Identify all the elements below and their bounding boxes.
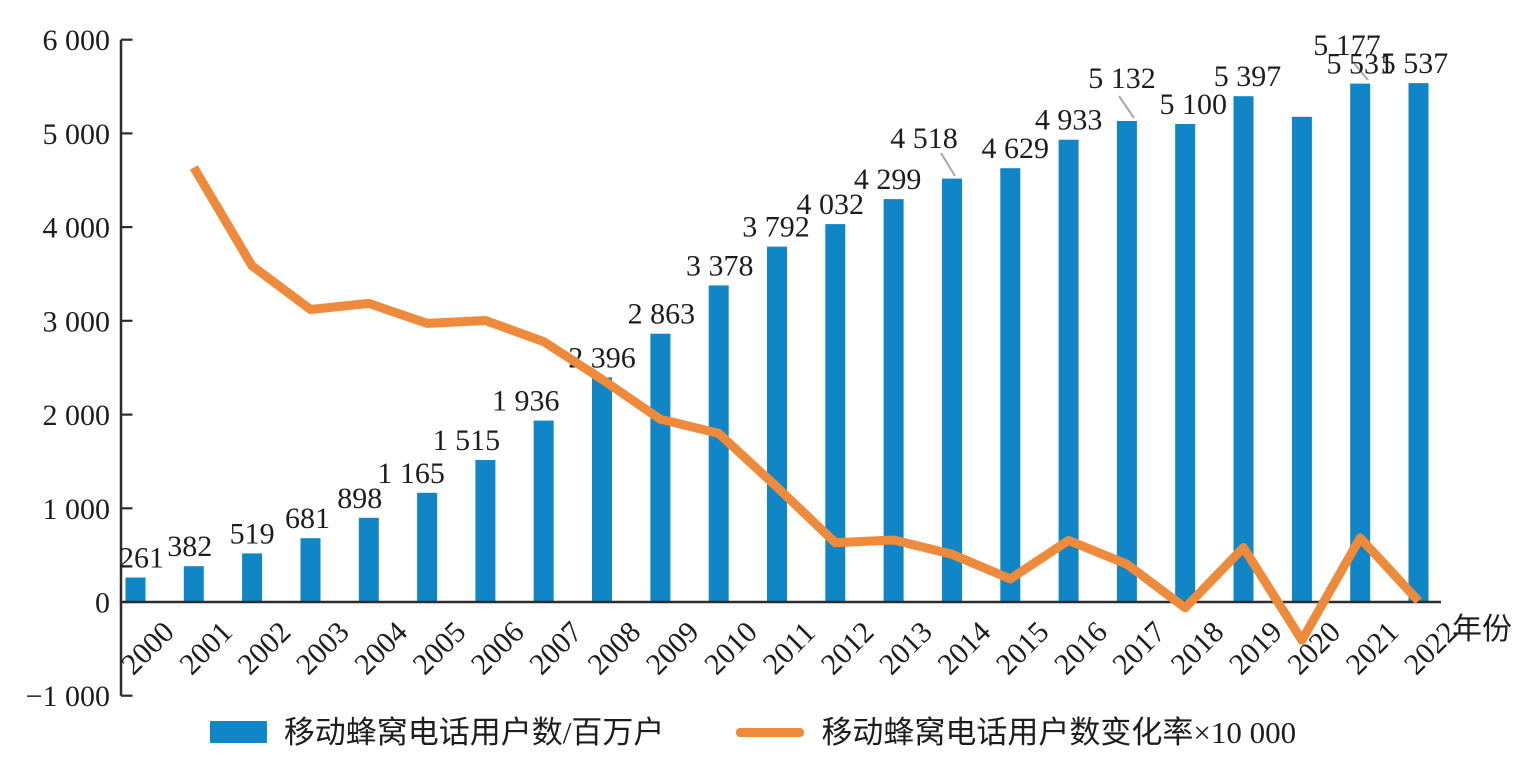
bar-value-label-2020: 5 177 (1313, 29, 1381, 62)
y-axis-tick-label-4000: 4 000 (43, 212, 111, 245)
legend-item-change-rate: 移动蜂窝电话用户数变化率×10 000 (736, 717, 1296, 748)
x-axis-tick-label-2011: 2011 (757, 616, 822, 681)
bar-value-label-2015: 4 629 (982, 132, 1050, 165)
bar-value-label-2001: 382 (167, 530, 212, 563)
bar-2008 (592, 377, 612, 602)
y-axis-tick-label--1000: −1 000 (26, 680, 110, 713)
bar-2013 (883, 199, 904, 602)
x-axis-tick-label-2018: 2018 (1165, 615, 1231, 681)
legend-label-subscribers: 移动蜂窝电话用户数/百万户 (283, 714, 665, 750)
x-axis-tick-label-2019: 2019 (1223, 615, 1289, 681)
x-axis-tick-label-2004: 2004 (348, 615, 414, 681)
x-axis-tick-label-2007: 2007 (523, 615, 589, 681)
bar-2019 (1233, 96, 1254, 602)
x-axis-title: 年份 (1452, 613, 1512, 646)
y-axis-tick-labels: 6 000 5 000 4 000 3 000 2 000 1 000 0 −1 000 (26, 24, 110, 713)
bar-value-label-2007: 1 936 (492, 385, 560, 418)
y-axis-tick-label-1000: 1 000 (43, 493, 111, 526)
bar-2000 (125, 577, 146, 602)
bar-value-label-2008: 2 396 (568, 341, 636, 374)
bar-value-label-2012: 4 032 (797, 188, 865, 221)
leader-line-2014 (940, 152, 956, 177)
bar-2002 (242, 553, 263, 602)
bar-value-label-2017: 5 132 (1088, 62, 1156, 95)
x-axis-tick-label-2000: 2000 (115, 615, 181, 681)
x-axis-tick-label-2003: 2003 (290, 615, 356, 681)
bar-value-label-2014: 4 518 (890, 122, 958, 155)
bar-2003 (300, 538, 321, 602)
label-leader-lines (940, 60, 1369, 177)
bar-2004 (358, 517, 379, 602)
x-axis-tick-label-2005: 2005 (407, 615, 473, 681)
bar-2006 (475, 460, 496, 602)
bar-value-label-2011: 3 792 (742, 211, 810, 244)
bar-value-label-2016: 4 933 (1035, 104, 1103, 137)
bar-2010 (708, 285, 729, 602)
x-axis-tick-labels: 2000200120022003200420052006200720082009… (115, 615, 1464, 681)
bar-2001 (183, 566, 204, 602)
bar-value-label-2003: 681 (285, 502, 330, 535)
bar-2020 (1291, 116, 1312, 603)
bar-2018 (1175, 124, 1196, 602)
bar-2005 (417, 492, 438, 602)
legend-line-swatch (736, 727, 805, 737)
bar-value-label-2019: 5 397 (1214, 60, 1282, 93)
bar-2016 (1058, 139, 1079, 602)
y-axis-tick-label-5000: 5 000 (43, 118, 111, 151)
leader-line-2020 (1351, 60, 1369, 81)
bar-2012 (825, 224, 846, 602)
bar-value-label-2010: 3 378 (686, 249, 754, 282)
y-axis-tick-label-3000: 3 000 (43, 305, 111, 338)
bar-value-label-2009: 2 863 (628, 298, 696, 331)
bar-value-label-2005: 1 165 (377, 457, 445, 490)
bar-value-label-2018: 5 100 (1159, 88, 1227, 121)
x-axis-tick-label-2017: 2017 (1106, 615, 1172, 681)
bar-2014 (942, 178, 962, 602)
chart-legend: 移动蜂窝电话用户数/百万户 移动蜂窝电话用户数变化率×10 000 (0, 708, 1506, 756)
change-rate-line (189, 165, 1422, 645)
bar-2021 (1350, 83, 1371, 603)
bar-2009 (650, 333, 671, 602)
axes (119, 38, 1441, 697)
bar-value-label-2006: 1 515 (433, 424, 501, 457)
bar-value-label-2021: 5 531 (1326, 48, 1394, 81)
bar-2022 (1408, 83, 1429, 603)
bar-2015 (1000, 168, 1021, 602)
x-axis-tick-label-2008: 2008 (581, 615, 647, 681)
bar-value-label-2022: 5 537 (1381, 47, 1449, 80)
x-axis-tick-label-2016: 2016 (1048, 615, 1114, 681)
x-axis-tick-label-2001: 2001 (173, 615, 239, 681)
leader-line-2017 (1118, 95, 1135, 119)
y-axis-tick-label-6000: 6 000 (43, 24, 111, 57)
bars-series (125, 83, 1429, 603)
x-axis-tick-label-2006: 2006 (465, 615, 531, 681)
bar-value-label-2000: 261 (119, 542, 164, 575)
bar-2007 (533, 420, 554, 602)
legend-label-change-rate: 移动蜂窝电话用户数变化率×10 000 (821, 714, 1297, 750)
bar-value-label-2002: 519 (230, 517, 275, 550)
x-axis-tick-label-2014: 2014 (931, 615, 997, 681)
bar-2011 (767, 246, 787, 602)
x-axis-tick-label-2002: 2002 (232, 615, 298, 681)
legend-item-subscribers: 移动蜂窝电话用户数/百万户 (209, 714, 665, 750)
y-axis-tick-label-2000: 2 000 (43, 399, 111, 432)
x-axis-tick-label-2021: 2021 (1340, 615, 1406, 681)
x-axis-tick-label-2013: 2013 (873, 615, 939, 681)
y-axis-tick-label-0: 0 (95, 587, 110, 620)
bar-value-label-2013: 4 299 (854, 163, 922, 196)
x-axis-tick-label-2010: 2010 (698, 615, 764, 681)
x-axis-tick-label-2009: 2009 (640, 615, 706, 681)
legend-bar-swatch (209, 721, 267, 743)
bar-2017 (1116, 121, 1137, 602)
x-axis-tick-label-2012: 2012 (815, 615, 881, 681)
bar-value-label-2004: 898 (337, 482, 382, 515)
x-axis-tick-label-2015: 2015 (990, 615, 1056, 681)
